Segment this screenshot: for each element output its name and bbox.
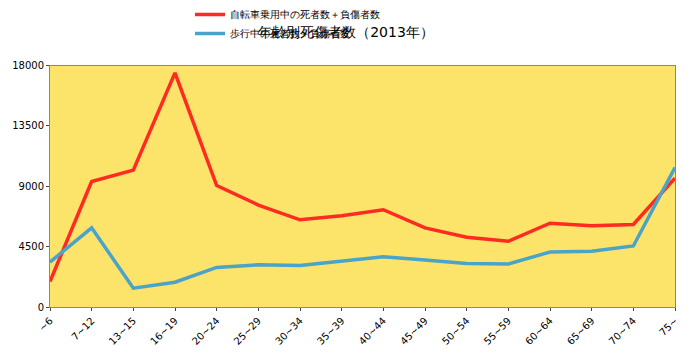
svg-text:歩行中の死者数＋負傷者数: 歩行中の死者数＋負傷者数 — [230, 28, 350, 39]
svg-text:13~15: 13~15 — [107, 315, 139, 347]
svg-text:20~24: 20~24 — [190, 315, 222, 347]
svg-text:18000: 18000 — [12, 60, 44, 71]
svg-text:年齢別死傷者数（2013年）: 年齢別死傷者数（2013年） — [258, 24, 434, 40]
svg-text:30~34: 30~34 — [273, 315, 305, 347]
svg-text:55~59: 55~59 — [482, 315, 514, 347]
svg-text:75~: 75~ — [657, 315, 680, 338]
svg-text:~6: ~6 — [37, 315, 55, 333]
svg-text:25~29: 25~29 — [232, 315, 264, 347]
svg-text:50~54: 50~54 — [440, 315, 472, 347]
svg-text:0: 0 — [38, 302, 44, 313]
svg-text:13500: 13500 — [12, 120, 44, 131]
svg-text:4500: 4500 — [19, 241, 44, 252]
svg-text:60~64: 60~64 — [523, 315, 555, 347]
svg-text:7~12: 7~12 — [69, 315, 96, 342]
svg-text:16~19: 16~19 — [148, 315, 180, 347]
svg-text:40~44: 40~44 — [357, 315, 389, 347]
svg-text:35~39: 35~39 — [315, 315, 347, 347]
svg-text:自転車乗用中の死者数＋負傷者数: 自転車乗用中の死者数＋負傷者数 — [230, 9, 380, 20]
svg-text:45~49: 45~49 — [398, 315, 430, 347]
svg-text:65~69: 65~69 — [565, 315, 597, 347]
svg-text:70~74: 70~74 — [607, 315, 639, 347]
svg-text:9000: 9000 — [19, 181, 44, 192]
